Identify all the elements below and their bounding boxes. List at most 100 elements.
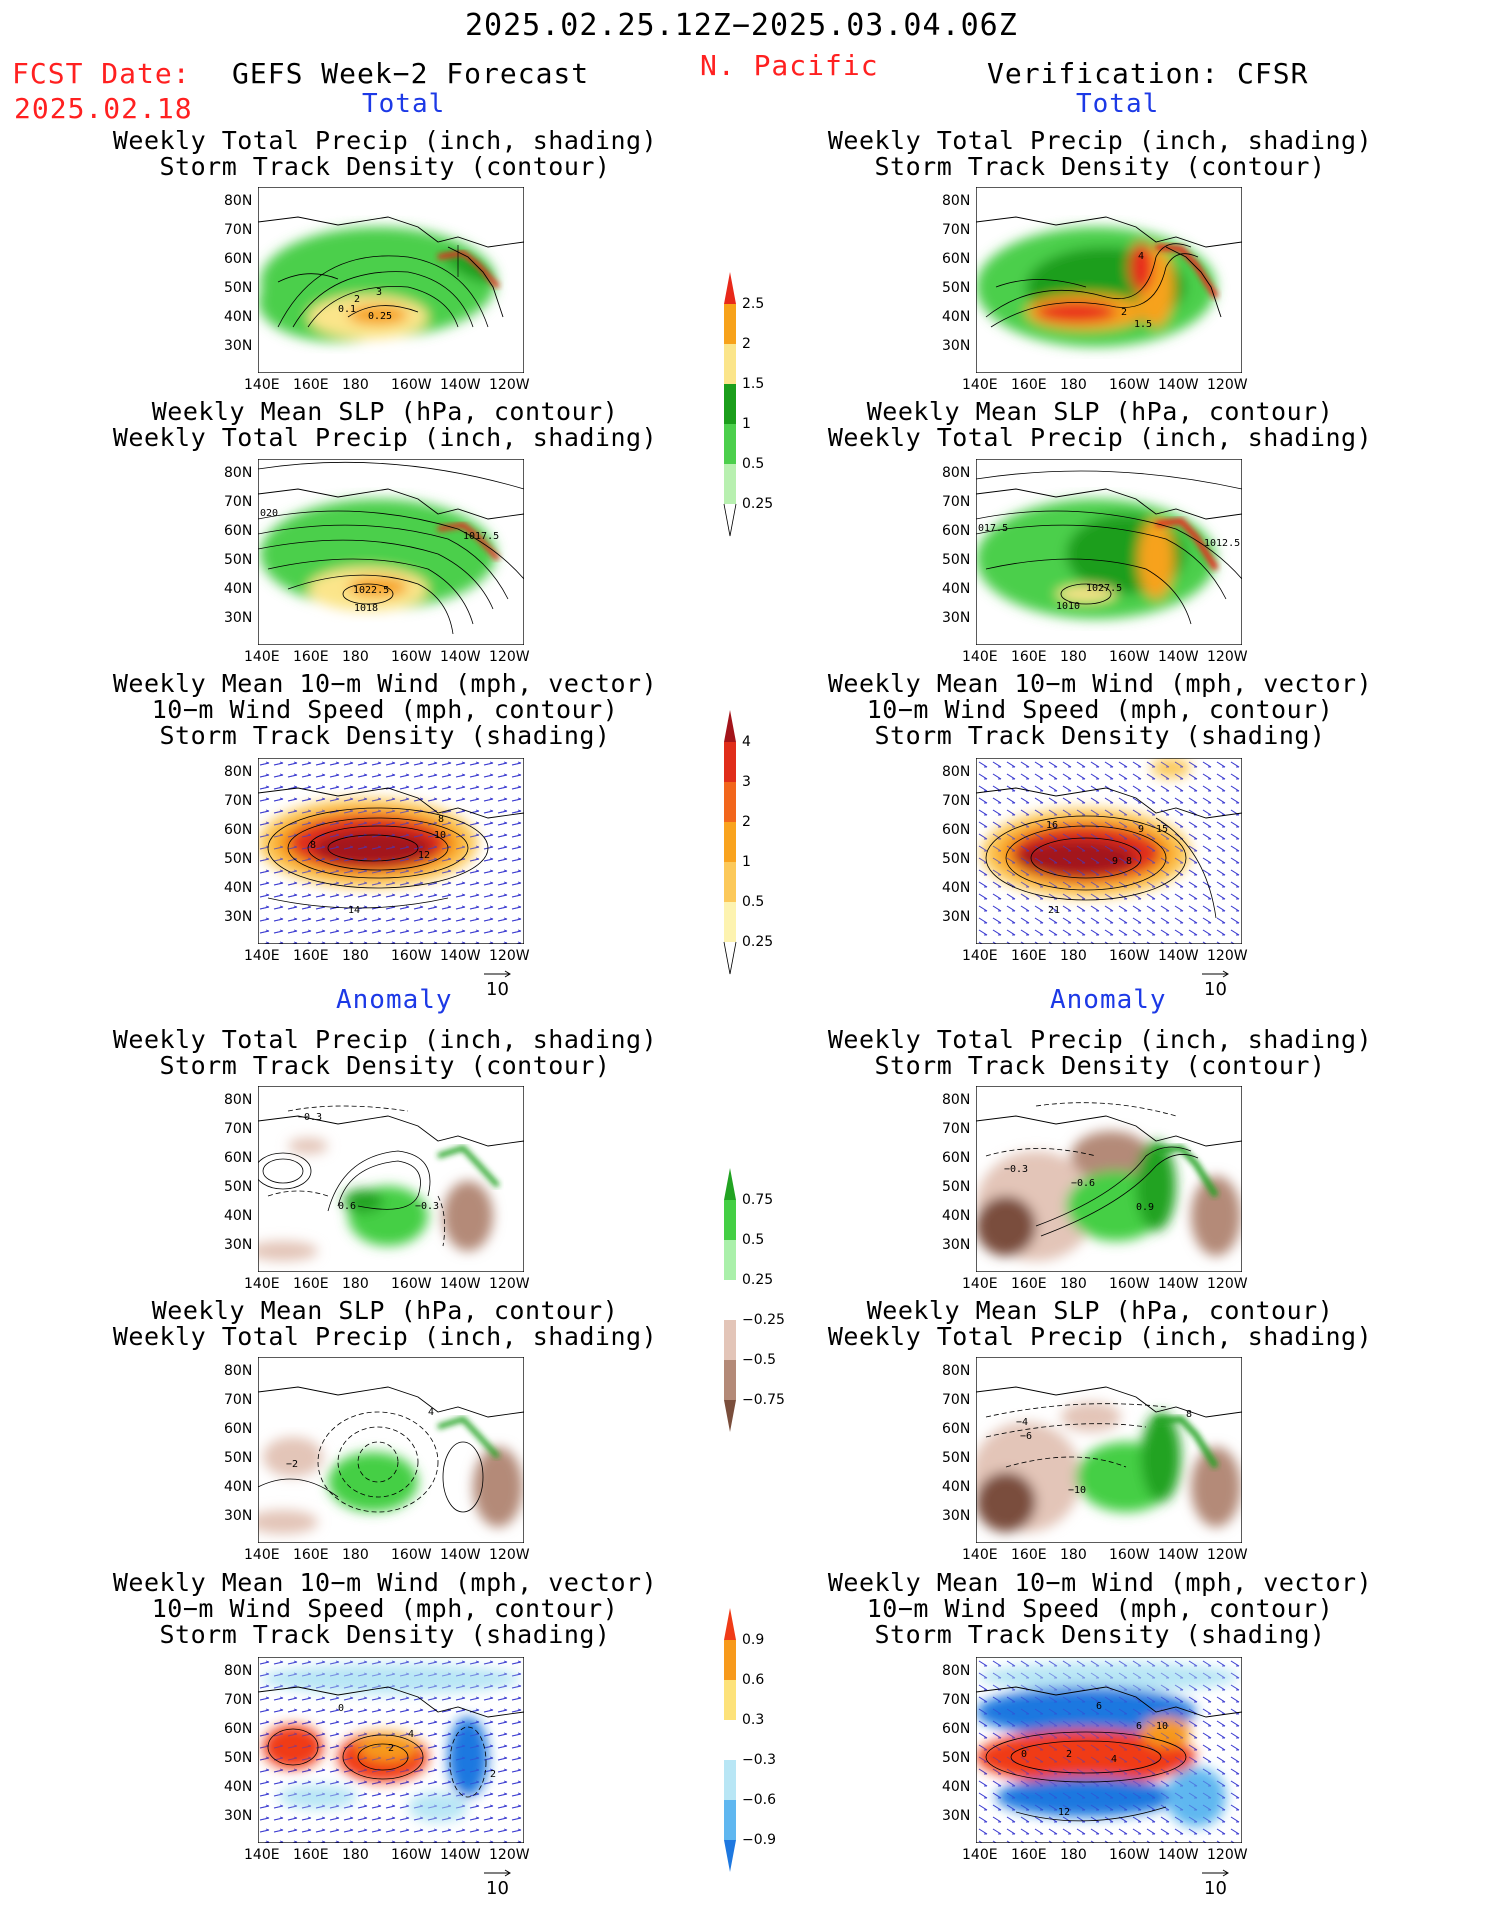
fcst-date-value: 2025.02.18 (14, 92, 193, 125)
colorbar-label: 2.5 (742, 296, 764, 312)
lat-tick-label: 50N (224, 280, 253, 296)
lat-tick-label: 70N (224, 222, 253, 238)
map-label: 9 (1112, 856, 1118, 867)
lat-tick-label: 30N (942, 338, 971, 354)
svg-text:10: 10 (1204, 1878, 1227, 1897)
map-verif-wind-anom: 6 6 10 0 2 4 12 (976, 1657, 1242, 1843)
map-fcst-wind-anom: 0 4 2 2 (258, 1657, 524, 1843)
map-label: 1022.5 (353, 585, 389, 596)
lon-tick-label: 160W (1109, 649, 1150, 665)
map-label: 1027.5 (1086, 583, 1122, 594)
lon-tick-label: 140W (1158, 948, 1199, 964)
lon-tick-label: 140E (962, 1847, 998, 1863)
lon-tick-label: 120W (489, 1847, 530, 1863)
colorbar-swatch (724, 1720, 736, 1760)
map-label: 8 (1126, 856, 1132, 867)
map-label: −0.3 (298, 1112, 322, 1123)
map-verif-precip-storm: 4 2 1.5 (976, 187, 1242, 373)
lon-tick-label: 160W (391, 948, 432, 964)
lon-tick-label: 140E (962, 1547, 998, 1563)
colorbar-swatch (724, 1200, 736, 1240)
lat-tick-label: 40N (224, 1208, 253, 1224)
lat-tick-label: 30N (942, 909, 971, 925)
map-label: −0.3 (1004, 1164, 1028, 1175)
lat-tick-label: 40N (942, 880, 971, 896)
lon-tick-label: 160E (293, 377, 329, 393)
date-range-title: 2025.02.25.12Z−2025.03.04.06Z (465, 8, 1018, 43)
colorbar-swatch (724, 1240, 736, 1280)
forecast-model-title: GEFS Week−2 Forecast (232, 57, 590, 90)
colorbar-swatch (724, 902, 736, 942)
lat-tick-label: 60N (224, 822, 253, 838)
lat-tick-label: 80N (942, 1663, 971, 1679)
colorbar-swatch (724, 1840, 736, 1872)
lat-tick-label: 30N (224, 909, 253, 925)
lon-tick-label: 140E (244, 1547, 280, 1563)
lon-tick-label: 140W (1158, 1847, 1199, 1863)
svg-text:10: 10 (486, 1878, 509, 1897)
map-fcst-slp-precip: 020 1017.5 1022.5 1018 (258, 459, 524, 645)
lon-tick-label: 180 (342, 649, 369, 665)
colorbar-storm-anom: 0.9 0.6 0.3 −0.3 −0.6 −0.9 (724, 1608, 776, 1872)
lat-tick-label: 50N (224, 1179, 253, 1195)
lon-tick-label: 140E (962, 649, 998, 665)
map-label: 2 (388, 1743, 394, 1754)
lon-tick-label: 160E (293, 649, 329, 665)
lat-tick-label: 50N (224, 851, 253, 867)
lat-tick-label: 50N (942, 1179, 971, 1195)
map-label: 0 (338, 1703, 344, 1714)
colorbar-swatch (724, 1800, 736, 1840)
lat-tick-label: 60N (224, 251, 253, 267)
lon-tick-label: 180 (1060, 649, 1087, 665)
lat-tick-label: 30N (942, 1808, 971, 1824)
colorbar-label: −0.5 (742, 1352, 776, 1368)
lon-tick-label: 140W (440, 948, 481, 964)
lat-tick-label: 70N (224, 1692, 253, 1708)
map-label: 12 (1058, 1807, 1070, 1818)
panel-title-fcst-wind: Weekly Mean 10−m Wind (mph, vector) 10−m … (112, 669, 658, 750)
map-fcst-precip-anom: −0.3 0.6 −0.3 (258, 1086, 524, 1272)
map-label: 6 (1136, 1721, 1142, 1732)
colorbar-label: −0.25 (742, 1312, 785, 1328)
map-label: 2 (1121, 307, 1127, 318)
lon-tick-label: 160W (391, 377, 432, 393)
lon-tick-label: 140W (1158, 649, 1199, 665)
lat-tick-label: 70N (224, 1121, 253, 1137)
colorbar-precip-total: 2.5 2 1.5 1 0.5 0.25 (723, 272, 773, 537)
map-label: 1.5 (1134, 319, 1152, 330)
lon-tick-label: 160E (1011, 1547, 1047, 1563)
map-label: 2 (354, 294, 360, 305)
lon-tick-label: 120W (1207, 649, 1248, 665)
lon-tick-label: 140W (1158, 377, 1199, 393)
vector-reference-right-bottom: 10 (1202, 1869, 1229, 1897)
colorbar-label: 0.5 (742, 894, 764, 910)
lon-tick-label: 160E (1011, 649, 1047, 665)
lat-tick-label: 50N (224, 1750, 253, 1766)
lat-tick-label: 70N (224, 494, 253, 510)
colorbar-label: 0.6 (742, 1672, 764, 1688)
lon-tick-label: 140W (440, 1547, 481, 1563)
lon-tick-label: 160W (391, 1276, 432, 1292)
lat-tick-label: 60N (942, 822, 971, 838)
colorbar-swatch (724, 1280, 736, 1320)
lon-tick-label: 180 (1060, 1847, 1087, 1863)
colorbar-open-end (723, 503, 737, 537)
colorbar-swatch (724, 384, 736, 424)
lat-tick-label: 30N (942, 610, 971, 626)
map-label: −2 (286, 1459, 298, 1470)
colorbar-swatch (724, 344, 736, 384)
lat-tick-label: 70N (942, 1392, 971, 1408)
region-title: N. Pacific (700, 49, 879, 82)
map-label: 4 (1111, 1754, 1117, 1765)
lon-tick-label: 180 (342, 1847, 369, 1863)
colorbar-label: 0.75 (742, 1192, 773, 1208)
lat-tick-label: 30N (942, 1508, 971, 1524)
colorbar-label: 0.9 (742, 1632, 764, 1648)
lon-tick-label: 160E (1011, 377, 1047, 393)
lat-tick-label: 80N (224, 1663, 253, 1679)
map-label: 6 (1096, 1701, 1102, 1712)
map-label: 3 (376, 287, 382, 298)
lat-tick-label: 60N (942, 1421, 971, 1437)
map-label: 2 (1066, 1749, 1072, 1760)
map-label: 0.6 (338, 1201, 356, 1212)
